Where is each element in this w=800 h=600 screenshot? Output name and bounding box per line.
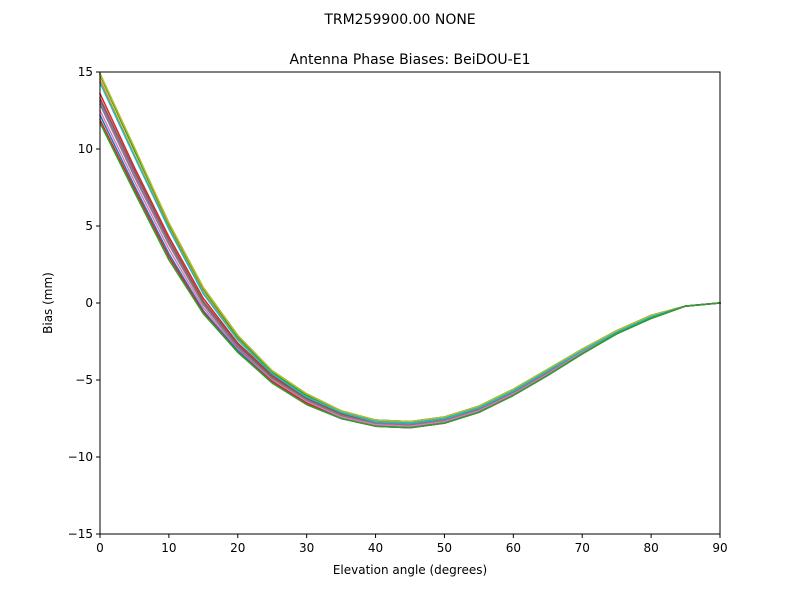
x-tick-label: 0 (96, 541, 104, 555)
y-tick-label: −15 (68, 527, 93, 541)
y-tick-label: 15 (78, 65, 93, 79)
x-tick-label: 80 (643, 541, 658, 555)
x-tick-label: 40 (368, 541, 383, 555)
y-tick-label: −10 (68, 450, 93, 464)
series-line-9 (99, 72, 721, 423)
y-tick-label: −5 (75, 373, 93, 387)
y-tick-label: 10 (78, 142, 93, 156)
x-tick-label: 60 (506, 541, 521, 555)
series-line-13 (98, 121, 721, 429)
x-tick-label: 50 (437, 541, 452, 555)
x-tick-label: 10 (161, 541, 176, 555)
x-tick-label: 70 (575, 541, 590, 555)
x-axis-label: Elevation angle (degrees) (333, 563, 487, 577)
x-axis-ticks: 0 10 20 30 40 50 60 70 80 90 (96, 534, 728, 555)
series-lines (98, 72, 721, 429)
x-tick-label: 20 (230, 541, 245, 555)
figure-suptitle: TRM259900.00 NONE (323, 12, 475, 28)
y-axis-label: Bias (mm) (41, 272, 55, 334)
chart-title: Antenna Phase Biases: BeiDOU-E1 (290, 52, 531, 68)
y-axis-ticks: −15 −10 −5 0 5 10 15 (68, 65, 100, 541)
x-tick-label: 90 (712, 541, 727, 555)
y-tick-label: 0 (85, 296, 93, 310)
x-tick-label: 30 (299, 541, 314, 555)
y-tick-label: 5 (85, 219, 93, 233)
series-line-10 (99, 81, 721, 424)
